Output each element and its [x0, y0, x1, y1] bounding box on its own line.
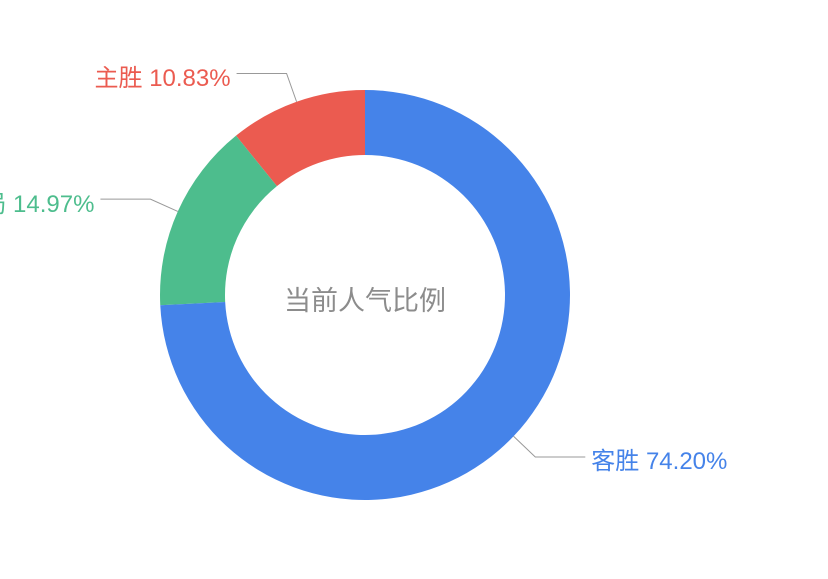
label-draw: 平局 14.97% — [0, 184, 94, 219]
label-away_win: 客胜 74.20% — [591, 441, 727, 476]
chart-center-title: 当前人气比例 — [245, 279, 485, 318]
label-home_win-name: 主胜 — [95, 65, 143, 92]
label-away_win-name: 客胜 — [591, 448, 639, 475]
label-home_win: 主胜 10.83% — [95, 58, 231, 93]
label-draw-pct: 14.97% — [13, 191, 94, 218]
label-home_win-pct: 10.83% — [149, 65, 230, 92]
leader-draw — [100, 199, 177, 211]
label-away_win-pct: 74.20% — [646, 448, 727, 475]
label-draw-name: 平局 — [0, 191, 6, 218]
leader-home_win — [237, 73, 297, 101]
popularity-donut-chart: 当前人气比例 主胜 10.83% 平局 14.97% 客胜 74.20% — [0, 0, 828, 579]
leader-away_win — [514, 436, 586, 457]
